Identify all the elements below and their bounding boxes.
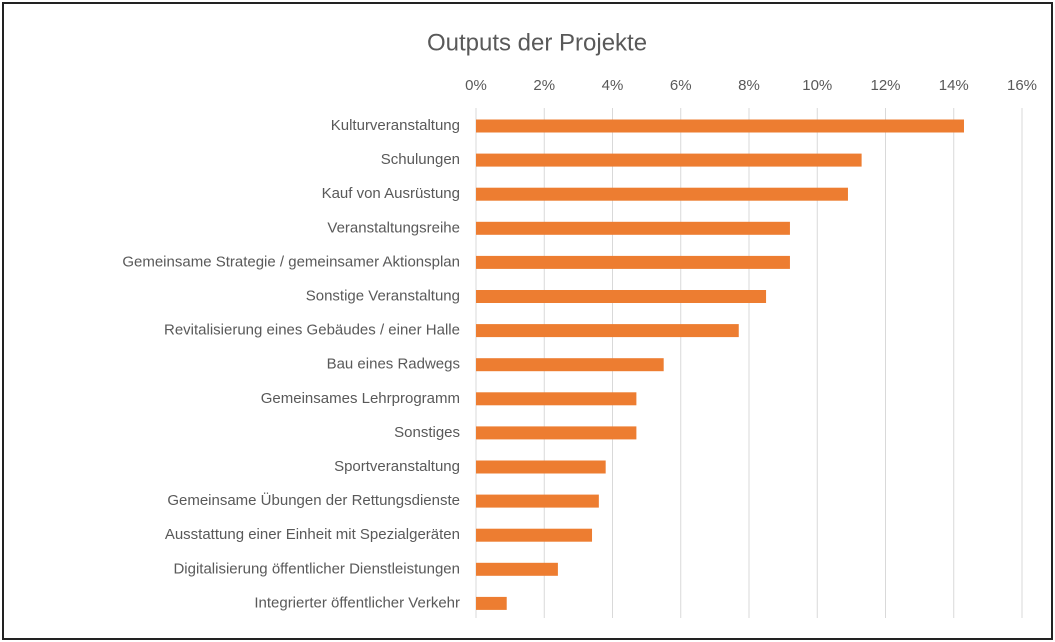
y-tick-label: Schulungen bbox=[381, 151, 460, 168]
y-tick-label: Revitalisierung eines Gebäudes / einer H… bbox=[164, 322, 460, 339]
bar bbox=[476, 153, 862, 167]
x-tick-label: 4% bbox=[602, 77, 624, 94]
bar bbox=[476, 119, 964, 133]
bar bbox=[476, 358, 664, 372]
x-tick-label: 6% bbox=[670, 77, 692, 94]
chart-title: Outputs der Projekte bbox=[427, 29, 647, 56]
bar bbox=[476, 426, 637, 440]
bar bbox=[476, 528, 593, 542]
y-tick-label: Gemeinsame Strategie / gemeinsamer Aktio… bbox=[122, 253, 460, 270]
x-tick-label: 12% bbox=[870, 77, 900, 94]
y-tick-label: Digitalisierung öffentlicher Dienstleist… bbox=[173, 560, 460, 577]
bar bbox=[476, 290, 767, 303]
bar bbox=[476, 460, 606, 474]
bar bbox=[476, 596, 507, 610]
bar bbox=[476, 494, 599, 508]
x-tick-label: 10% bbox=[802, 77, 832, 94]
y-tick-label: Kauf von Ausrüstung bbox=[322, 185, 460, 202]
y-tick-label: Bau eines Radwegs bbox=[327, 356, 460, 373]
y-tick-label: Integrierter öffentlicher Verkehr bbox=[254, 594, 460, 611]
x-tick-label: 14% bbox=[939, 77, 969, 94]
y-tick-label: Sportveranstaltung bbox=[334, 458, 460, 475]
x-tick-label: 2% bbox=[533, 77, 555, 94]
y-tick-label: Gemeinsame Übungen der Rettungsdienste bbox=[167, 491, 460, 509]
bar bbox=[476, 562, 558, 576]
x-tick-label: 0% bbox=[465, 77, 487, 94]
bar bbox=[476, 392, 637, 406]
y-tick-label: Gemeinsames Lehrprogramm bbox=[261, 390, 460, 407]
y-tick-label: Veranstaltungsreihe bbox=[327, 219, 460, 236]
bar bbox=[476, 187, 848, 201]
bar bbox=[476, 324, 739, 338]
y-tick-label: Sonstiges bbox=[394, 424, 460, 441]
bar bbox=[476, 255, 790, 269]
y-tick-label: Kulturveranstaltung bbox=[331, 117, 460, 134]
x-tick-label: 8% bbox=[738, 77, 760, 94]
bar bbox=[476, 221, 790, 235]
x-tick-label: 16% bbox=[1007, 77, 1037, 94]
y-tick-label: Sonstige Veranstaltung bbox=[306, 287, 460, 304]
y-tick-label: Ausstattung einer Einheit mit Spezialger… bbox=[165, 526, 460, 543]
